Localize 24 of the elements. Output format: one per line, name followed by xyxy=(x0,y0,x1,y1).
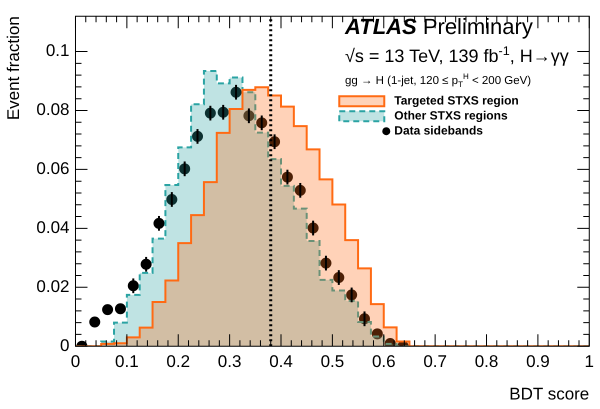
x-tick-label: 1 xyxy=(584,352,594,372)
legend-label: Targeted STXS region xyxy=(394,94,519,108)
y-tick-label: 0.02 xyxy=(36,276,70,296)
text: √s = 13 TeV, 139 fb$^{-1}$, H→γγ xyxy=(345,44,569,67)
legend-label: Data sidebands xyxy=(394,124,484,138)
x-tick-label: 0.7 xyxy=(423,352,447,372)
x-tick-label: 0.4 xyxy=(269,352,293,372)
annotation: gg → H (1-jet, 120 ≤ p$_{T}$$^{H}$ < 200 GeV) xyxy=(345,72,532,90)
y-tick-label: 0.04 xyxy=(36,218,70,238)
x-tick-label: 0.1 xyxy=(115,352,139,372)
y-tick-label: 0.08 xyxy=(36,100,70,120)
legend-label: Other STXS regions xyxy=(394,108,508,123)
x-tick-label: 0.2 xyxy=(166,352,190,372)
x-tick-label: 0.3 xyxy=(218,352,242,372)
x-tick-label: 0.6 xyxy=(372,352,396,372)
y-tick-label: 0.06 xyxy=(36,159,70,178)
y-tick-label: 0 xyxy=(60,336,70,355)
x-axis-title: BDT score xyxy=(509,384,590,404)
y-tick-label: 0.1 xyxy=(46,41,70,60)
x-tick-label: 0.9 xyxy=(526,352,550,372)
chart-title: ATLAS Preliminary xyxy=(345,14,533,40)
x-tick-label: 0.8 xyxy=(474,352,498,372)
x-tick-label: 0.5 xyxy=(320,352,344,372)
y-axis-title: Event fraction xyxy=(4,16,23,120)
